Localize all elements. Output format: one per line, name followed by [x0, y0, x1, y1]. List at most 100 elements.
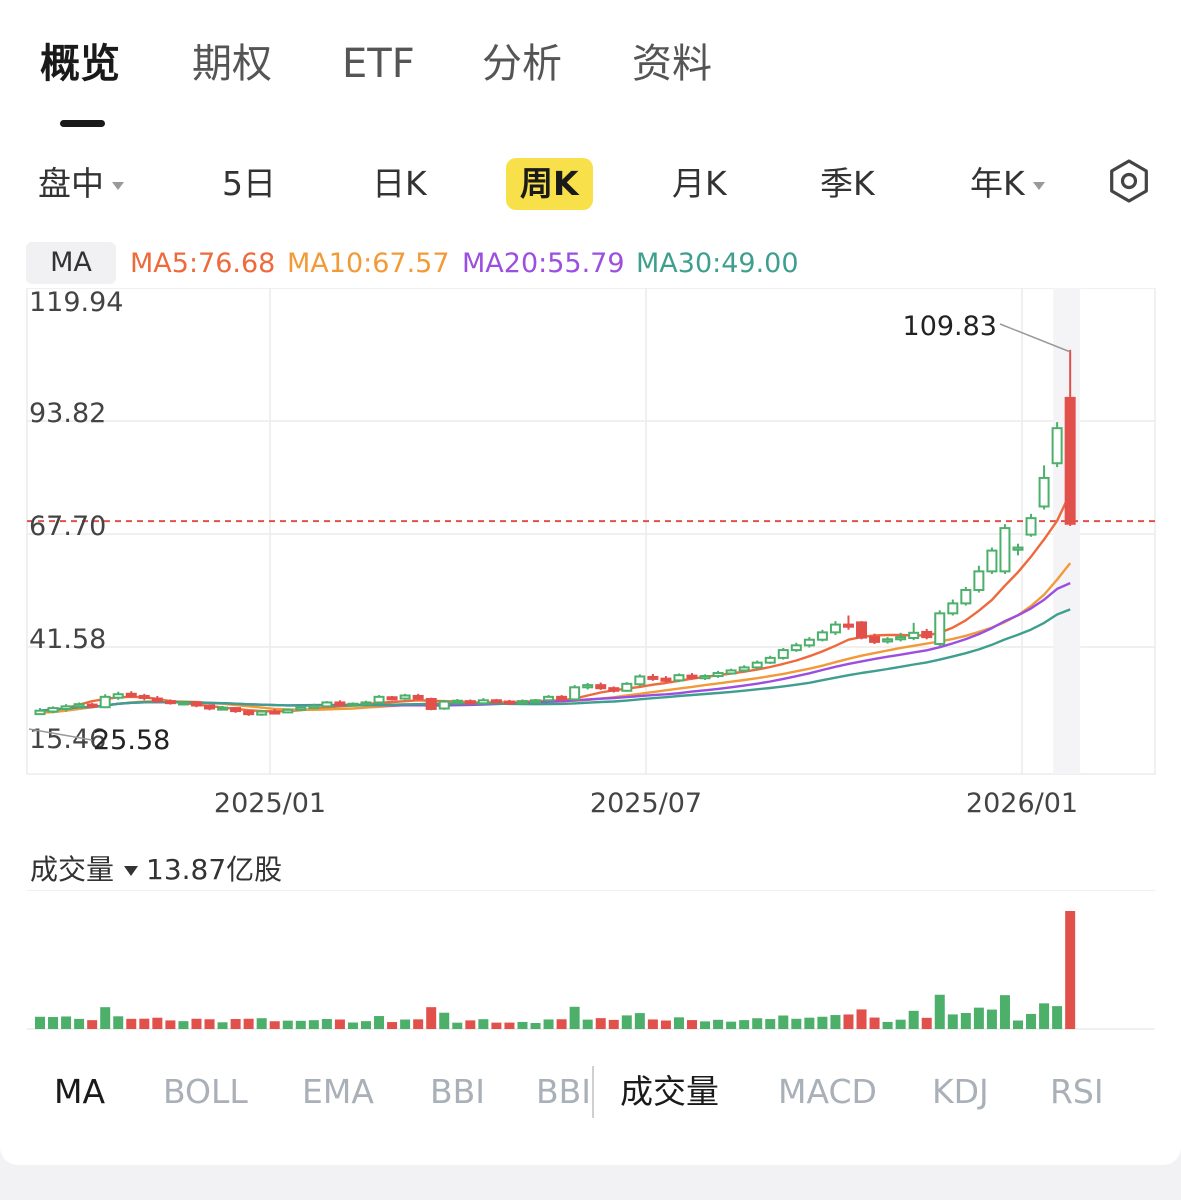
price-chart[interactable]: 119.94 93.82 67.70 41.58 15.46 2025/01 2025/07…: [0, 288, 1181, 828]
candle-body: [164, 700, 176, 705]
volume-bar-up: [908, 1010, 919, 1029]
candle-body: [960, 588, 972, 605]
candle-down: [412, 693, 424, 700]
x-tick-label: 2025/07: [590, 788, 702, 819]
volume-bar-up: [621, 1015, 632, 1029]
candle-body: [334, 701, 346, 707]
period-5day[interactable]: 5日: [222, 164, 276, 203]
volume-bar-up: [934, 994, 945, 1029]
tab-analysis[interactable]: 分析: [482, 41, 562, 87]
candle-down: [151, 695, 163, 703]
candle-down: [125, 691, 137, 698]
candle-up: [777, 647, 789, 660]
period-monthly-k[interactable]: 月K: [672, 164, 727, 203]
candle-up: [882, 637, 894, 644]
volume-bar-down: [204, 1019, 215, 1029]
candle-body: [608, 687, 620, 692]
candle-up: [399, 693, 411, 700]
candle-body: [790, 644, 802, 652]
indicator-bbi[interactable]: BBI: [430, 1072, 486, 1111]
volume-bar-up: [35, 1016, 45, 1029]
indicator-ma[interactable]: MA: [54, 1072, 106, 1111]
candle-up: [256, 709, 268, 716]
candle-up: [321, 701, 333, 708]
period-daily-k[interactable]: 日K: [372, 164, 427, 203]
candle-body: [1025, 517, 1037, 536]
volume-bar-up: [895, 1019, 906, 1029]
tab-etf[interactable]: ETF: [342, 41, 415, 87]
period-intraday[interactable]: 盘中: [38, 158, 124, 210]
volume-bar-up: [673, 1017, 684, 1029]
volume-bar-up: [295, 1020, 306, 1029]
volume-bar-up: [452, 1022, 463, 1029]
ma5-value: MA5:76.68: [130, 248, 276, 279]
candle-body: [190, 701, 202, 707]
candle-body: [503, 700, 515, 705]
y-tick-label: 15.46: [29, 724, 106, 755]
candle-body: [829, 623, 841, 634]
period-quarterly-k[interactable]: 季K: [820, 164, 875, 203]
candle-body: [751, 661, 763, 669]
indicator-ema[interactable]: EMA: [302, 1072, 374, 1111]
volume-bar-up: [439, 1012, 450, 1029]
candle-body: [882, 638, 894, 643]
candle-body: [373, 695, 385, 704]
indicator-bbi-2[interactable]: BBI: [536, 1072, 592, 1111]
candle-body: [204, 704, 216, 710]
volume-bar-down: [595, 1018, 606, 1029]
tab-options[interactable]: 期权: [192, 41, 272, 87]
volume-bar-up: [347, 1022, 358, 1029]
candle-up: [699, 674, 711, 680]
candle-body: [1051, 427, 1063, 465]
ma30-line: [39, 608, 1071, 712]
chart-frame: [26, 288, 1156, 775]
candle-body: [921, 630, 933, 639]
candle-body: [321, 701, 333, 708]
gear-icon[interactable]: [1106, 158, 1152, 204]
volume-bar-down: [230, 1019, 241, 1029]
indicator-kdj[interactable]: KDJ: [932, 1072, 989, 1111]
candle-up: [516, 699, 528, 705]
period-label: 年K: [970, 164, 1025, 203]
indicator-boll[interactable]: BOLL: [163, 1072, 248, 1111]
candle-up: [60, 704, 72, 712]
candle-body: [712, 672, 724, 678]
candle-body: [490, 699, 502, 704]
volume-bar-down: [426, 1007, 437, 1029]
volume-bar-down: [856, 1009, 867, 1029]
candle-up: [477, 698, 489, 705]
candle-down: [490, 698, 502, 704]
volume-bar-down: [608, 1019, 619, 1029]
ma5-line: [39, 492, 1072, 714]
tab-profile[interactable]: 资料: [632, 41, 712, 87]
candle-up: [934, 610, 946, 647]
candle-up: [99, 694, 111, 709]
candle-body: [34, 709, 46, 716]
volume-bar-up: [478, 1019, 489, 1029]
volume-chart: [27, 890, 1155, 1030]
volume-bar-up: [700, 1021, 711, 1029]
candle-up: [1038, 465, 1050, 510]
candle-up: [764, 655, 776, 664]
volume-bar-down: [843, 1014, 854, 1029]
indicator-volume[interactable]: 成交量: [620, 1072, 719, 1111]
candle-body: [973, 570, 985, 591]
volume-header[interactable]: 成交量 13.87亿股: [30, 850, 282, 890]
candle-down: [842, 615, 854, 630]
tab-overview[interactable]: 概览: [40, 41, 120, 87]
candle-down: [556, 695, 568, 702]
volume-bar-down: [269, 1021, 280, 1029]
candle-down: [686, 673, 698, 680]
candle-down: [86, 702, 98, 709]
indicator-rsi[interactable]: RSI: [1050, 1072, 1104, 1111]
candle-up: [373, 695, 385, 704]
candle-body: [425, 697, 437, 710]
ma-indicator-pill[interactable]: MA: [26, 242, 116, 284]
candle-body: [386, 696, 398, 701]
candle-body: [269, 710, 281, 715]
candle-down: [1064, 349, 1076, 526]
volume-bar-down: [165, 1020, 176, 1029]
indicator-macd[interactable]: MACD: [778, 1072, 877, 1111]
period-weekly-k[interactable]: 周K: [506, 158, 593, 210]
period-yearly-k[interactable]: 年K: [970, 158, 1045, 210]
